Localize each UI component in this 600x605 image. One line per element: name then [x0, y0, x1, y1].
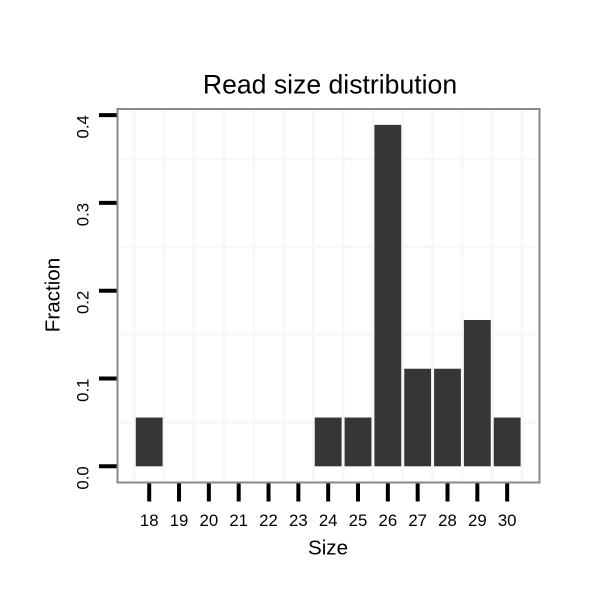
svg-text:Fraction: Fraction [42, 258, 65, 332]
svg-text:Read size distribution: Read size distribution [203, 70, 457, 100]
svg-text:26: 26 [379, 511, 398, 530]
svg-text:21: 21 [229, 511, 248, 530]
svg-text:19: 19 [170, 511, 189, 530]
svg-text:Size: Size [308, 537, 348, 560]
svg-text:0.2: 0.2 [74, 291, 93, 314]
svg-text:0.1: 0.1 [74, 379, 93, 402]
svg-text:0.4: 0.4 [74, 115, 93, 138]
svg-text:0.3: 0.3 [74, 203, 93, 226]
svg-text:25: 25 [349, 511, 368, 530]
svg-text:30: 30 [498, 511, 517, 530]
svg-text:22: 22 [259, 511, 278, 530]
svg-text:28: 28 [438, 511, 457, 530]
svg-text:29: 29 [468, 511, 487, 530]
svg-text:0.0: 0.0 [74, 466, 93, 489]
svg-text:24: 24 [319, 511, 338, 530]
svg-text:20: 20 [200, 511, 219, 530]
svg-text:23: 23 [289, 511, 308, 530]
svg-text:18: 18 [140, 511, 159, 530]
svg-text:27: 27 [408, 511, 427, 530]
